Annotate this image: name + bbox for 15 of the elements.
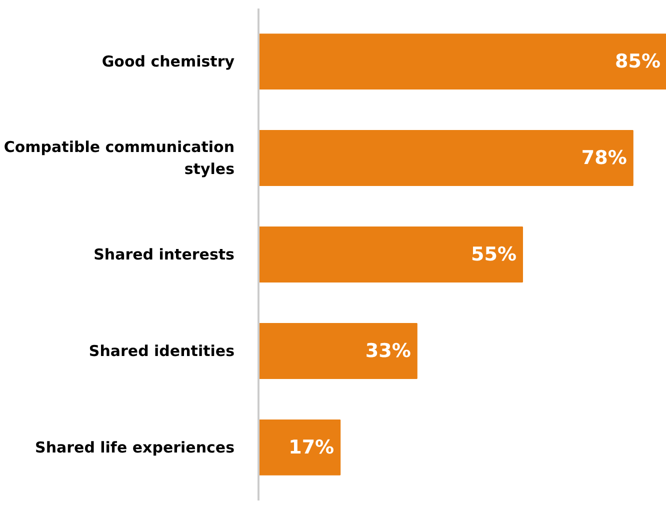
bar bbox=[258, 419, 341, 476]
data-label: 17% bbox=[288, 436, 334, 458]
y-tick-label: Shared life experiences bbox=[35, 438, 235, 456]
data-label: 55% bbox=[471, 244, 517, 266]
data-label: 78% bbox=[581, 147, 627, 170]
y-tick-label: Compatible communication styles bbox=[4, 138, 235, 178]
bar bbox=[258, 34, 666, 90]
bar bbox=[258, 130, 634, 186]
data-label: 33% bbox=[365, 340, 411, 362]
y-tick-label: Shared identities bbox=[88, 342, 235, 360]
y-tick-label: Shared interests bbox=[94, 246, 235, 264]
bar bbox=[258, 322, 418, 379]
data-label: 85% bbox=[615, 50, 661, 73]
bar bbox=[258, 226, 523, 282]
y-tick-label: Good chemistry bbox=[102, 52, 235, 71]
